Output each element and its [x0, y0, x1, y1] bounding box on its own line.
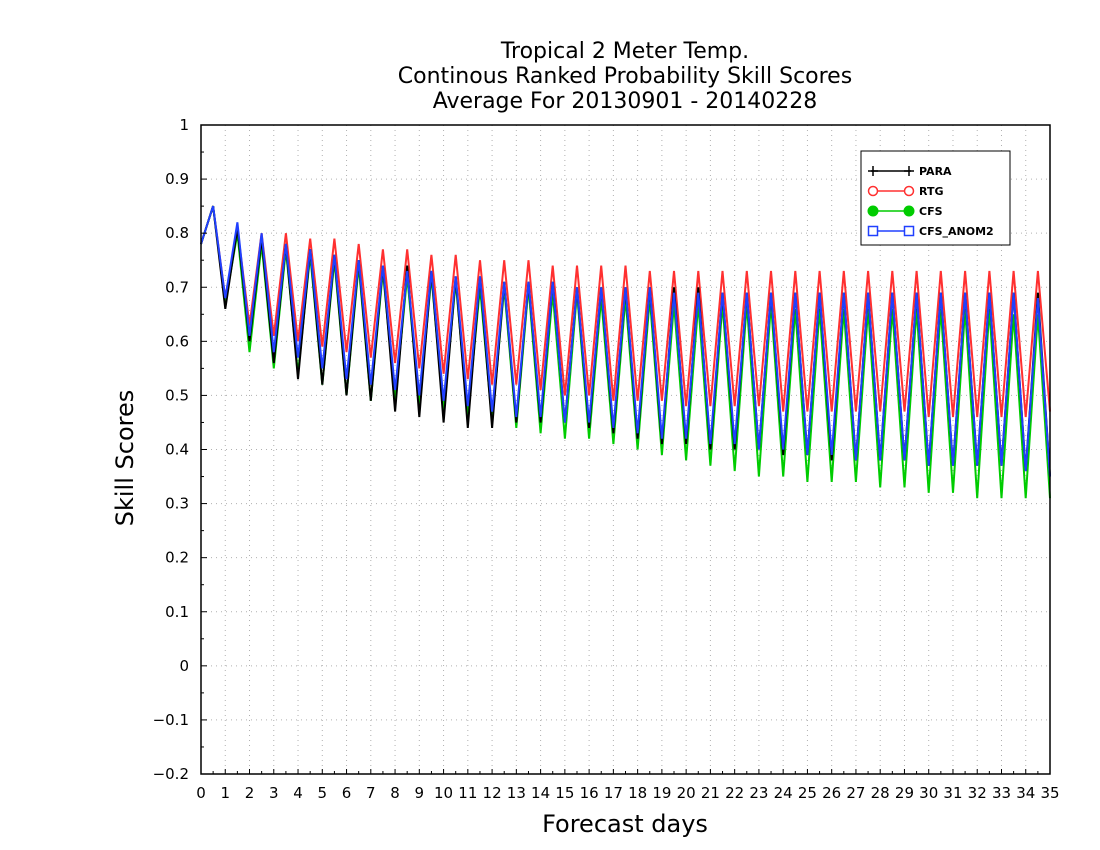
legend-marker-para	[904, 166, 914, 176]
x-axis-ticks: 0 1 2 3 4 5 6 7 8 9 10 11 12 13 14 15 16 17 18 19 20 21 22 23 24…	[196, 769, 1060, 802]
grid	[201, 125, 1050, 774]
x-tick-label: 28	[871, 784, 890, 802]
y-axis-label: Skill Scores	[111, 390, 139, 527]
x-tick-label: 12	[483, 784, 502, 802]
y-tick-label: 0.2	[165, 549, 189, 567]
legend-label-rtg: RTG	[919, 185, 944, 198]
x-tick-label: 3	[269, 784, 279, 802]
y-tick-label: 0.1	[165, 603, 189, 621]
x-tick-label: 31	[943, 784, 962, 802]
x-tick-label: 8	[390, 784, 400, 802]
y-tick-label: 1	[179, 116, 189, 134]
x-tick-label: 11	[458, 784, 477, 802]
x-tick-label: 16	[580, 784, 599, 802]
x-tick-label: 29	[895, 784, 914, 802]
x-tick-label: 24	[774, 784, 793, 802]
y-tick-label: 0.4	[165, 441, 189, 459]
y-tick-label: −0.1	[153, 711, 189, 729]
legend-label-cfs-anom2: CFS_ANOM2	[919, 225, 994, 238]
y-tick-label: −0.2	[153, 765, 189, 783]
legend-label-para: PARA	[919, 165, 952, 178]
legend-marker-cfs	[867, 205, 879, 217]
y-tick-label: 0.3	[165, 495, 189, 513]
title-line-3: Average For 20130901 - 20140228	[433, 89, 818, 114]
legend-label-cfs: CFS	[919, 205, 943, 218]
legend-box	[860, 150, 1011, 246]
x-tick-label: 21	[701, 784, 720, 802]
x-tick-label: 26	[822, 784, 841, 802]
y-tick-label: 0.7	[165, 278, 189, 296]
legend-marker-rtg	[867, 185, 879, 197]
x-tick-label: 6	[342, 784, 352, 802]
x-tick-label: 14	[531, 784, 550, 802]
x-tick-label: 10	[434, 784, 453, 802]
series-line-cfs-anom2	[200, 205, 1051, 477]
x-tick-label: 5	[318, 784, 328, 802]
x-tick-label: 7	[366, 784, 376, 802]
x-tick-label: 32	[968, 784, 987, 802]
y-tick-label: 0.5	[165, 386, 189, 404]
legend-marker-rtg	[903, 185, 915, 197]
x-tick-label: 15	[555, 784, 574, 802]
y-tick-label: 0.6	[165, 332, 189, 350]
x-tick-label: 13	[507, 784, 526, 802]
legend: PARA RTG CFS CFS_ANOM2	[860, 150, 1011, 246]
x-axis-label: Forecast days	[542, 810, 708, 838]
x-tick-label: 19	[652, 784, 671, 802]
chart-title: Tropical 2 Meter Temp. Continous Ranked …	[398, 39, 852, 114]
x-tick-label: 18	[628, 784, 647, 802]
y-axis-ticks: −0.2 −0.1 0 0.1 0.2 0.3 0.4 0.5 0.6 0.7 0.8 0.9 1	[153, 116, 207, 783]
legend-marker-para	[868, 166, 878, 176]
y-tick-label: 0	[179, 657, 189, 675]
x-tick-label: 17	[604, 784, 623, 802]
x-tick-label: 0	[196, 784, 206, 802]
legend-marker-cfs-anom2	[867, 225, 879, 237]
series-line-rtg	[200, 205, 1051, 418]
x-tick-label: 34	[1016, 784, 1035, 802]
y-tick-label: 0.9	[165, 170, 189, 188]
x-tick-label: 33	[992, 784, 1011, 802]
x-tick-label: 25	[798, 784, 817, 802]
legend-marker-cfs	[903, 205, 915, 217]
series-lines	[200, 205, 1051, 499]
x-tick-label: 27	[846, 784, 865, 802]
legend-marker-cfs-anom2	[903, 225, 915, 237]
title-line-1: Tropical 2 Meter Temp.	[500, 39, 749, 64]
x-tick-label: 23	[749, 784, 768, 802]
x-tick-label: 1	[220, 784, 230, 802]
x-tick-label: 2	[245, 784, 255, 802]
y-tick-label: 0.8	[165, 224, 189, 242]
x-tick-label: 30	[919, 784, 938, 802]
x-tick-label: 9	[415, 784, 425, 802]
x-tick-label: 20	[677, 784, 696, 802]
x-tick-label: 4	[293, 784, 303, 802]
x-tick-label: 22	[725, 784, 744, 802]
title-line-2: Continous Ranked Probability Skill Score…	[398, 64, 852, 89]
x-tick-label: 35	[1040, 784, 1059, 802]
